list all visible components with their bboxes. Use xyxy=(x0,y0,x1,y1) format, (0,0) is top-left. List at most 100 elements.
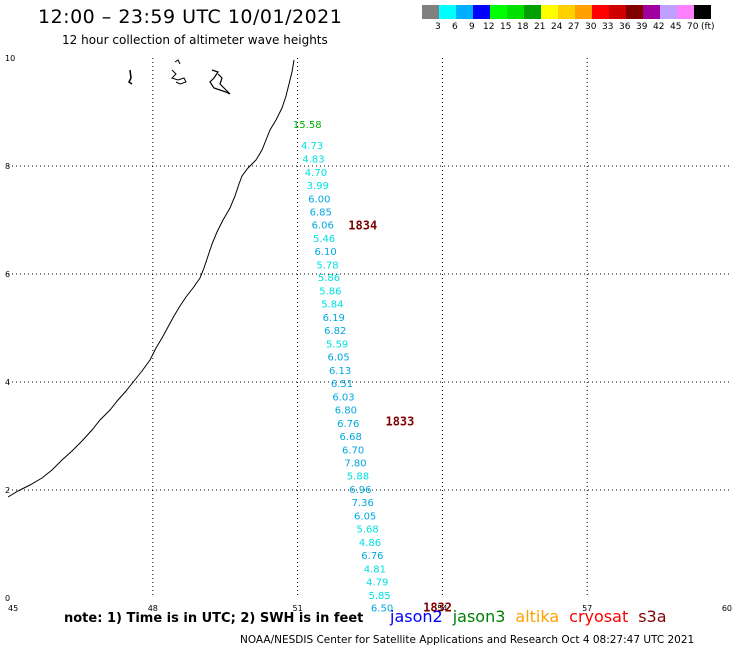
swh-value-label: 4.79 xyxy=(366,577,388,588)
legend-swatch xyxy=(609,5,626,19)
x-tick-label: 60 xyxy=(722,604,732,613)
legend-label: 70 xyxy=(687,22,699,32)
x-tick-label: 48 xyxy=(148,604,158,613)
legend-swatch xyxy=(524,5,541,19)
legend-label: 18 xyxy=(517,22,529,32)
legend-label: 27 xyxy=(568,22,580,32)
swh-value-label: 6.76 xyxy=(361,551,383,562)
legend-swatch xyxy=(643,5,660,19)
swh-value-label: 5.78 xyxy=(316,260,338,271)
swh-value-label: 6.51 xyxy=(331,379,353,390)
swh-value-label: 4.81 xyxy=(364,564,386,575)
y-tick-label: 0 xyxy=(5,594,10,603)
legend-swatch xyxy=(677,5,694,19)
legend-swatch xyxy=(422,5,439,19)
legend-label: 30 xyxy=(585,22,597,32)
swh-value-label: 5.59 xyxy=(326,340,348,351)
swh-value-label: 5.88 xyxy=(347,471,369,482)
swh-value-label: 6.50 xyxy=(371,604,393,615)
swh-value-label: 6.13 xyxy=(329,366,351,377)
swh-value-label: 6.68 xyxy=(340,432,362,443)
swh-value-label: 6.19 xyxy=(323,313,345,324)
swh-value-label: 4.70 xyxy=(305,168,327,179)
swh-value-label: 6.10 xyxy=(314,247,336,258)
swh-value-label: 7.36 xyxy=(352,498,374,509)
island-3 xyxy=(174,59,181,65)
legend-label: 15 xyxy=(500,22,512,32)
y-tick-label: 4 xyxy=(5,378,10,387)
x-tick-label: 45 xyxy=(8,604,18,613)
swh-value-label: 6.82 xyxy=(324,326,346,337)
color-legend: 3 6 9 12 15 18 21 24 27 30 33 36 39 42 45 70 (ft) xyxy=(422,5,715,32)
swh-value-label: 5.86 xyxy=(319,287,341,298)
swh-value-label: 4.83 xyxy=(302,154,324,165)
legend-swatch xyxy=(541,5,558,19)
swh-value-label: 6.80 xyxy=(335,406,357,417)
island-4 xyxy=(209,69,231,95)
legend-label: 42 xyxy=(653,22,665,32)
swh-value-label: 6.85 xyxy=(310,207,332,218)
legend-label: 21 xyxy=(534,22,546,32)
map-title: 12:00 – 23:59 UTC 10/01/2021 xyxy=(38,6,343,28)
swh-value-label: 6.00 xyxy=(308,194,330,205)
legend-label: 36 xyxy=(619,22,631,32)
swh-value-label: 6.05 xyxy=(354,511,376,522)
legend-swatch xyxy=(473,5,490,19)
swh-value-label: 15.58 xyxy=(293,120,322,131)
swh-value-label: 5.85 xyxy=(369,591,391,602)
legend-swatch xyxy=(490,5,507,19)
mission-jason3: jason3 xyxy=(452,607,506,626)
swh-value-label: 4.86 xyxy=(359,538,381,549)
swh-value-label: 7.80 xyxy=(344,458,366,469)
swh-labels: 15.58 4.73 4.83 4.70 3.99 6.00 6.85 6.06 5.46 6.1… xyxy=(293,120,393,615)
pass-time-label: 1832 xyxy=(423,601,452,615)
swh-value-label: 6.05 xyxy=(327,353,349,364)
legend-swatch xyxy=(694,5,711,19)
legend-swatch xyxy=(439,5,456,19)
swh-value-label: 6.96 xyxy=(349,485,371,496)
mission-cryosat: cryosat xyxy=(569,607,629,626)
legend-swatch xyxy=(660,5,677,19)
footer-note: note: 1) Time is in UTC; 2) SWH is in fe… xyxy=(64,611,364,626)
coastline-path xyxy=(7,59,295,498)
swh-value-label: 6.03 xyxy=(332,393,354,404)
swh-value-label: 5.68 xyxy=(356,524,378,535)
legend-swatch xyxy=(558,5,575,19)
legend-label: 3 xyxy=(435,22,441,32)
x-tick-label: 54 xyxy=(437,604,447,613)
swh-value-label: 6.70 xyxy=(342,446,364,457)
y-tick-label: 6 xyxy=(5,270,10,279)
mission-jason2: jason2 xyxy=(390,607,443,626)
legend-unit: (ft) xyxy=(701,22,715,32)
legend-label: 6 xyxy=(452,22,458,32)
legend-color-bar xyxy=(422,5,711,19)
time-labels: 1834 1833 1832 xyxy=(348,218,452,614)
credit-line: NOAA/NESDIS Center for Satellite Applica… xyxy=(240,634,695,646)
swh-value-label: 5.84 xyxy=(321,300,343,311)
swh-value-label: 6.06 xyxy=(312,220,334,231)
x-tick-label: 51 xyxy=(293,604,303,613)
legend-swatch xyxy=(592,5,609,19)
legend-label: 39 xyxy=(636,22,648,32)
legend-label: 12 xyxy=(483,22,495,32)
coastline xyxy=(7,59,295,498)
pass-time-label: 1833 xyxy=(385,414,414,428)
swh-value-label: 5.86 xyxy=(318,273,340,284)
y-tick-label: 2 xyxy=(5,486,10,495)
legend-swatch xyxy=(575,5,592,19)
swh-value-label: 5.46 xyxy=(313,234,335,245)
legend-label: 33 xyxy=(602,22,614,32)
island-2 xyxy=(171,69,187,85)
legend-swatch xyxy=(626,5,643,19)
legend-label: 45 xyxy=(670,22,682,32)
legend-label: 24 xyxy=(551,22,563,32)
pass-time-label: 1834 xyxy=(348,218,377,232)
map-subtitle: 12 hour collection of altimeter wave hei… xyxy=(62,33,328,47)
map-grid xyxy=(8,58,732,598)
legend-label: 9 xyxy=(469,22,475,32)
swh-value-label: 4.73 xyxy=(301,141,323,152)
mission-altika: altika xyxy=(515,607,560,626)
y-tick-label: 8 xyxy=(5,162,10,171)
x-tick-label: 57 xyxy=(582,604,592,613)
